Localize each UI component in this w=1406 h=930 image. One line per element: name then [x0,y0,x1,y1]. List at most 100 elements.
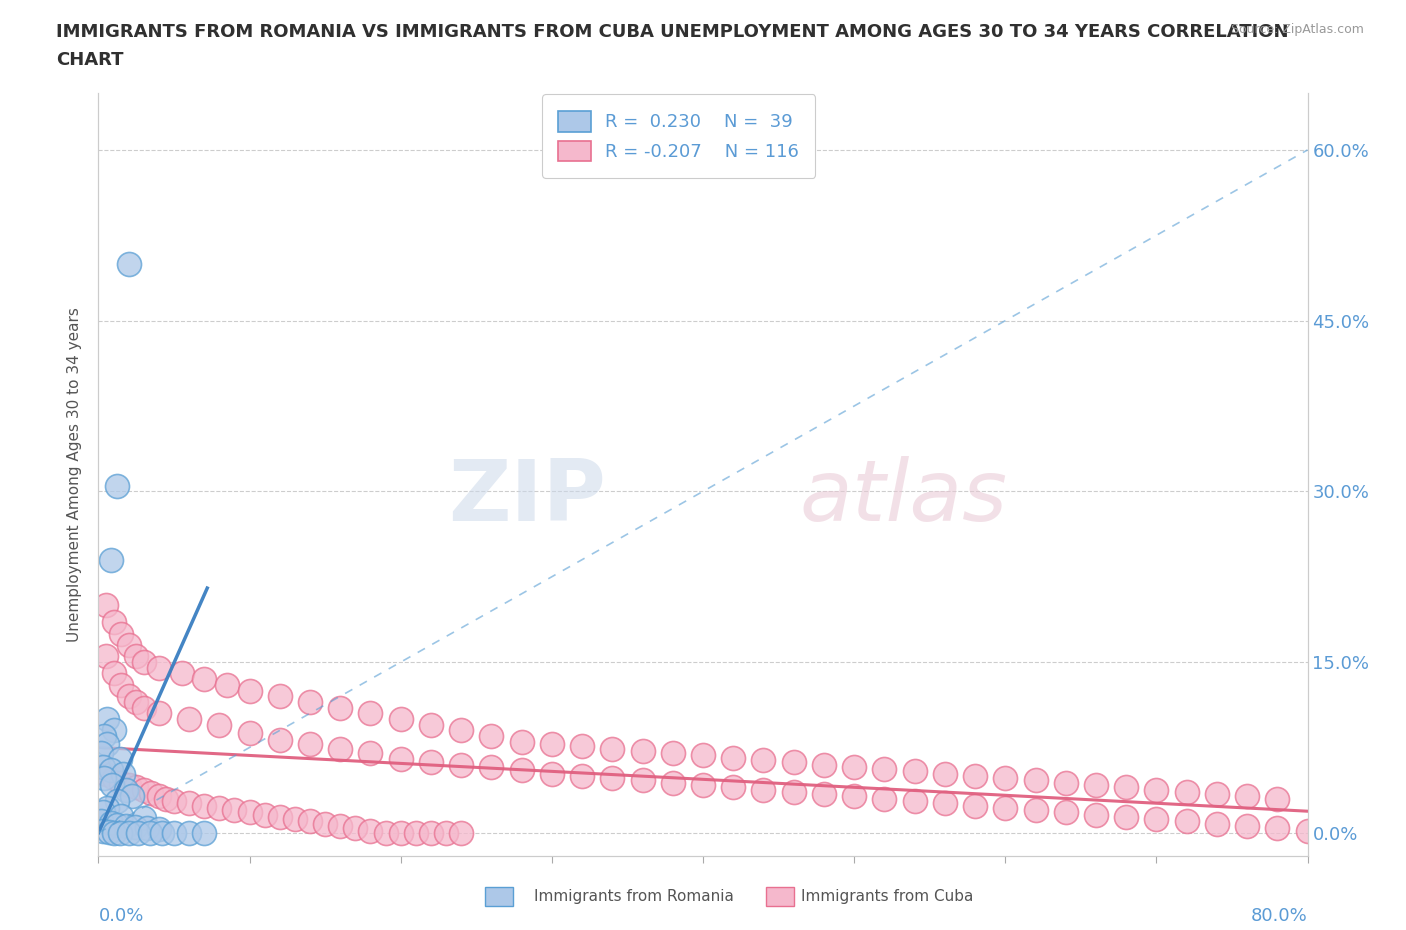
Point [602,741,624,756]
Point [540,766,562,781]
Point [150,826,173,841]
Point [269,732,291,747]
Point [118,638,141,653]
Point [94,649,117,664]
Point [420,826,443,841]
Point [602,771,624,786]
Point [994,801,1017,816]
Point [110,808,132,823]
Point [105,793,128,808]
Point [299,814,322,829]
Point [1236,818,1258,833]
Point [284,812,307,827]
Text: IMMIGRANTS FROM ROMANIA VS IMMIGRANTS FROM CUBA UNEMPLOYMENT AMONG AGES 30 TO 34: IMMIGRANTS FROM ROMANIA VS IMMIGRANTS FR… [56,23,1289,41]
Point [631,773,654,788]
Point [96,711,118,726]
Point [132,811,155,826]
Point [155,791,177,806]
Point [450,757,472,772]
Point [110,626,132,641]
Point [193,826,215,841]
Point [904,793,927,808]
Point [100,816,122,830]
Point [224,803,246,817]
Point [631,743,654,758]
Point [253,807,276,822]
Point [934,766,956,781]
Point [118,257,141,272]
Point [208,717,231,732]
Point [90,814,112,829]
Text: CHART: CHART [56,51,124,69]
Point [269,809,291,824]
Point [91,823,114,838]
Point [329,700,352,715]
Point [389,826,412,841]
Point [299,695,322,710]
Point [360,746,382,761]
Point [1085,777,1108,792]
Point [93,728,115,743]
Point [91,804,114,819]
Point [93,771,115,786]
Point [420,755,443,770]
Point [94,766,117,781]
Point [329,818,352,833]
Point [239,804,262,819]
Point [193,671,215,686]
Text: 80.0%: 80.0% [1251,907,1308,924]
Point [314,817,336,831]
Point [110,677,132,692]
Point [329,741,352,756]
Point [1024,773,1046,788]
Point [389,751,412,766]
Point [124,819,146,834]
Text: Source: ZipAtlas.com: Source: ZipAtlas.com [1230,23,1364,36]
Point [110,776,132,790]
Point [105,817,128,832]
Point [1024,803,1046,817]
Point [481,760,503,775]
Point [108,826,131,841]
Point [661,776,683,790]
Point [965,768,987,783]
Point [1296,823,1319,838]
Point [904,764,927,778]
Text: Immigrants from Cuba: Immigrants from Cuba [801,889,974,904]
Point [90,746,112,761]
Point [692,777,714,792]
Point [125,780,148,795]
Point [135,821,157,836]
Point [783,755,806,770]
Point [934,796,956,811]
Text: ZIP: ZIP [449,456,606,538]
Point [103,666,125,681]
Point [208,801,231,816]
Point [1115,780,1137,795]
Point [1206,817,1229,831]
Point [1054,804,1077,819]
Point [450,826,472,841]
Point [783,784,806,799]
Point [723,780,745,795]
Point [420,717,443,732]
Point [813,787,835,802]
Point [1115,809,1137,824]
Point [118,777,141,792]
Point [103,771,125,786]
Point [148,822,170,837]
Point [571,768,593,783]
Point [813,757,835,772]
Point [752,782,775,797]
Point [127,826,149,841]
Point [139,826,162,841]
Y-axis label: Unemployment Among Ages 30 to 34 years: Unemployment Among Ages 30 to 34 years [67,307,83,642]
Point [344,821,367,836]
Point [148,706,170,721]
Point [269,689,291,704]
Point [103,723,125,737]
Point [170,666,193,681]
Point [661,746,683,761]
Point [100,763,122,777]
Point [360,823,382,838]
